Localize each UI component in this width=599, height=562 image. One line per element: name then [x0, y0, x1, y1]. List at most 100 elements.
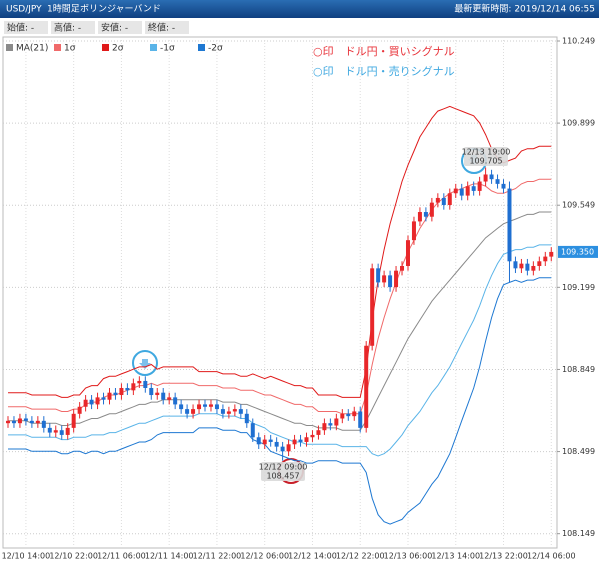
y-tick-label: 109.199 [562, 283, 595, 292]
candle-body [411, 221, 416, 241]
candle-body [113, 392, 118, 396]
candle-body [483, 174, 488, 182]
x-tick-label: 12/13 06:00 [384, 552, 433, 561]
candle-body [531, 265, 536, 271]
candle-body [119, 387, 124, 396]
candle-body [220, 409, 225, 414]
ohlc-box [4, 21, 48, 34]
candle-body [435, 197, 440, 203]
candle-body [167, 397, 172, 400]
legend-label: 2σ [112, 44, 124, 54]
candle-body [441, 197, 446, 205]
ohlc-box [98, 21, 142, 34]
candle-body [382, 275, 387, 283]
signal-legend: ○印 ドル円・買いシグナル [313, 44, 455, 58]
candle-body [507, 188, 512, 262]
candle-body [429, 202, 434, 217]
x-tick-label: 12/11 14:00 [145, 552, 194, 561]
x-tick-label: 12/11 06:00 [97, 552, 146, 561]
sell-signal-circle [132, 350, 158, 376]
candle-body [322, 423, 327, 431]
candle-body [161, 392, 166, 400]
candle-body [59, 430, 64, 435]
annotation-value: 109.705 [469, 157, 502, 166]
ohlc-label: 安値: - [101, 22, 128, 34]
ohlc-box [145, 21, 189, 34]
candle-body [29, 420, 34, 424]
candle-body [549, 251, 554, 257]
candle-body [501, 183, 506, 189]
x-tick-label: 12/12 22:00 [336, 552, 385, 561]
candle-body [101, 397, 106, 400]
candle-body [77, 406, 82, 414]
candle-body [185, 409, 190, 414]
candle-body [11, 420, 16, 424]
candle-body [17, 418, 22, 424]
plot-frame [2, 36, 558, 549]
candle-body [191, 409, 196, 414]
candle-body [35, 420, 40, 424]
x-tick-label: 12/13 14:00 [431, 552, 480, 561]
candle-body [376, 268, 381, 283]
last-price-tag [558, 245, 598, 258]
candle-body [65, 427, 70, 435]
annotation-value: 108.457 [266, 472, 299, 481]
candle-body [423, 212, 428, 217]
signal-legend: ○印 ドル円・売りシグナル [313, 64, 455, 78]
legend-label: 1σ [64, 44, 76, 54]
candle-body [137, 380, 142, 384]
candle-body [417, 212, 422, 222]
candle-body [23, 418, 28, 421]
candle-body [304, 437, 309, 442]
candle-body [286, 444, 291, 452]
legend-swatch [102, 44, 109, 51]
y-tick-label: 108.499 [562, 447, 595, 456]
candle-body [405, 240, 410, 266]
candle-body [340, 413, 345, 419]
candle-body [298, 439, 303, 442]
candle-body [197, 404, 202, 410]
candle-body [519, 263, 524, 269]
candle-body [71, 413, 76, 428]
candle-body [453, 188, 458, 194]
candle-body [214, 404, 219, 410]
candle-body [256, 437, 261, 445]
x-tick-label: 12/12 14:00 [288, 552, 337, 561]
candle-body [459, 188, 464, 196]
candle-body [250, 423, 255, 438]
candle-body [400, 265, 405, 271]
candle-body [394, 270, 399, 288]
candle-body [495, 179, 500, 184]
ohlc-label: 高値: - [54, 22, 81, 34]
band-line [8, 178, 552, 415]
x-tick-label: 12/12 06:00 [240, 552, 289, 561]
candle-body [292, 439, 297, 445]
candle-body [274, 441, 279, 447]
candle-body [388, 275, 393, 288]
candle-body [47, 427, 52, 433]
candle-body [477, 181, 482, 191]
candle-body [334, 418, 339, 426]
indicator: ボリンジャーバンド [80, 4, 161, 15]
candle-body [232, 409, 237, 412]
legend-swatch [54, 44, 61, 51]
y-tick-label: 108.149 [562, 529, 595, 538]
candle-body [143, 380, 148, 388]
annotation-box [464, 147, 508, 166]
symbol: USD/JPY [6, 5, 42, 15]
candle-body [364, 345, 369, 428]
header-bar [0, 0, 599, 18]
candle-body [316, 430, 321, 435]
candle-body [41, 420, 46, 428]
annotation-time: 12/12 09:00 [259, 463, 308, 472]
candle-body [310, 434, 315, 438]
annotation-box [261, 462, 305, 481]
candle-body [238, 409, 243, 414]
ohlc-label: 始値: - [7, 22, 34, 34]
candle-body [262, 439, 267, 445]
legend-swatch [150, 44, 157, 51]
candle-body [95, 397, 100, 405]
candle-body [89, 399, 94, 405]
candle-body [513, 261, 518, 269]
